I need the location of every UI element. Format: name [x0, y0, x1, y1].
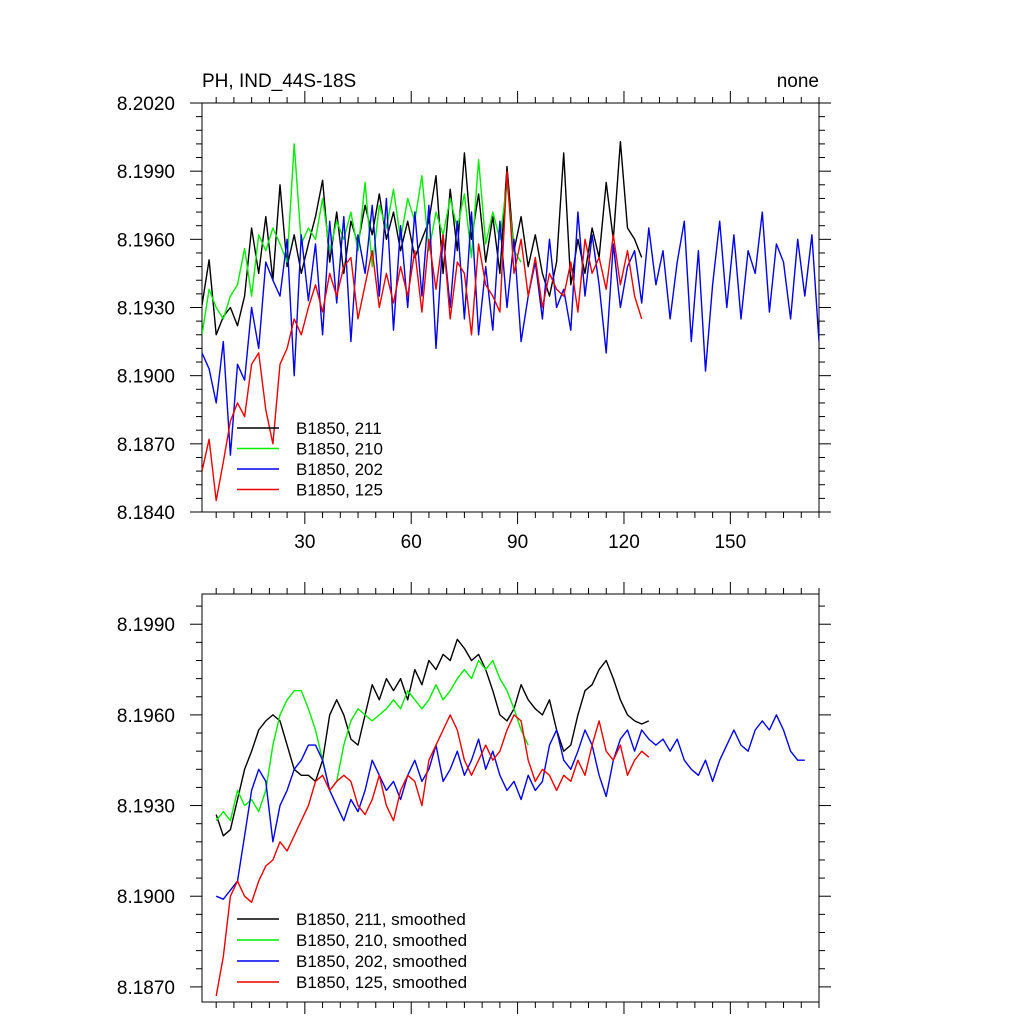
x-tick-label: 60 — [401, 532, 422, 553]
y-tick-label: 8.1990 — [117, 615, 175, 636]
y-tick-label: 8.1960 — [117, 706, 175, 727]
chart-title: PH, IND_44S-18S — [202, 71, 356, 92]
top-panel: 30 60 90 120 150 8.1840 8.1870 8.1900 8.1930 8.19… — [117, 71, 831, 553]
legend-label: B1850, 125, smoothed — [296, 973, 467, 992]
series-line — [215, 659, 529, 822]
series-line — [215, 714, 650, 997]
y-tick-label: 8.1990 — [117, 162, 175, 183]
series-line — [202, 143, 522, 335]
chart-title-right: none — [777, 71, 819, 92]
x-tick-label: 120 — [608, 532, 640, 553]
y-tick-label: 8.2020 — [117, 94, 175, 115]
series-line — [202, 197, 819, 456]
x-tick-label: 30 — [294, 532, 315, 553]
series-group — [215, 638, 805, 997]
series-line — [215, 714, 805, 900]
bottom-panel: 8.1870 8.1900 8.1930 8.1960 8.1990 B1850, 211… — [117, 582, 831, 1014]
y-tick-label: 8.1900 — [117, 367, 175, 388]
y-tick-label: 8.1840 — [117, 503, 175, 524]
y-tick-label: 8.1930 — [117, 299, 175, 320]
y-tick-label: 8.1870 — [117, 435, 175, 456]
legend-label: B1850, 210, smoothed — [296, 931, 467, 950]
series-line — [202, 140, 643, 336]
y-tick-label: 8.1900 — [117, 887, 175, 908]
x-tick-label: 90 — [507, 532, 528, 553]
legend-label: B1850, 202 — [296, 460, 383, 479]
legend-label: B1850, 125 — [296, 481, 383, 500]
series-line — [202, 170, 643, 502]
series-line — [215, 638, 650, 837]
y-tick-label: 8.1960 — [117, 230, 175, 251]
legend-label: B1850, 210 — [296, 440, 383, 459]
legend-label: B1850, 202, smoothed — [296, 952, 467, 971]
y-tick-label: 8.1930 — [117, 797, 175, 818]
legend-label: B1850, 211 — [296, 419, 382, 438]
y-tick-label: 8.1870 — [117, 978, 175, 999]
x-tick-label: 150 — [714, 532, 746, 553]
plot-frame — [201, 593, 820, 1003]
legend-label: B1850, 211, smoothed — [296, 910, 466, 929]
series-group — [202, 140, 819, 502]
